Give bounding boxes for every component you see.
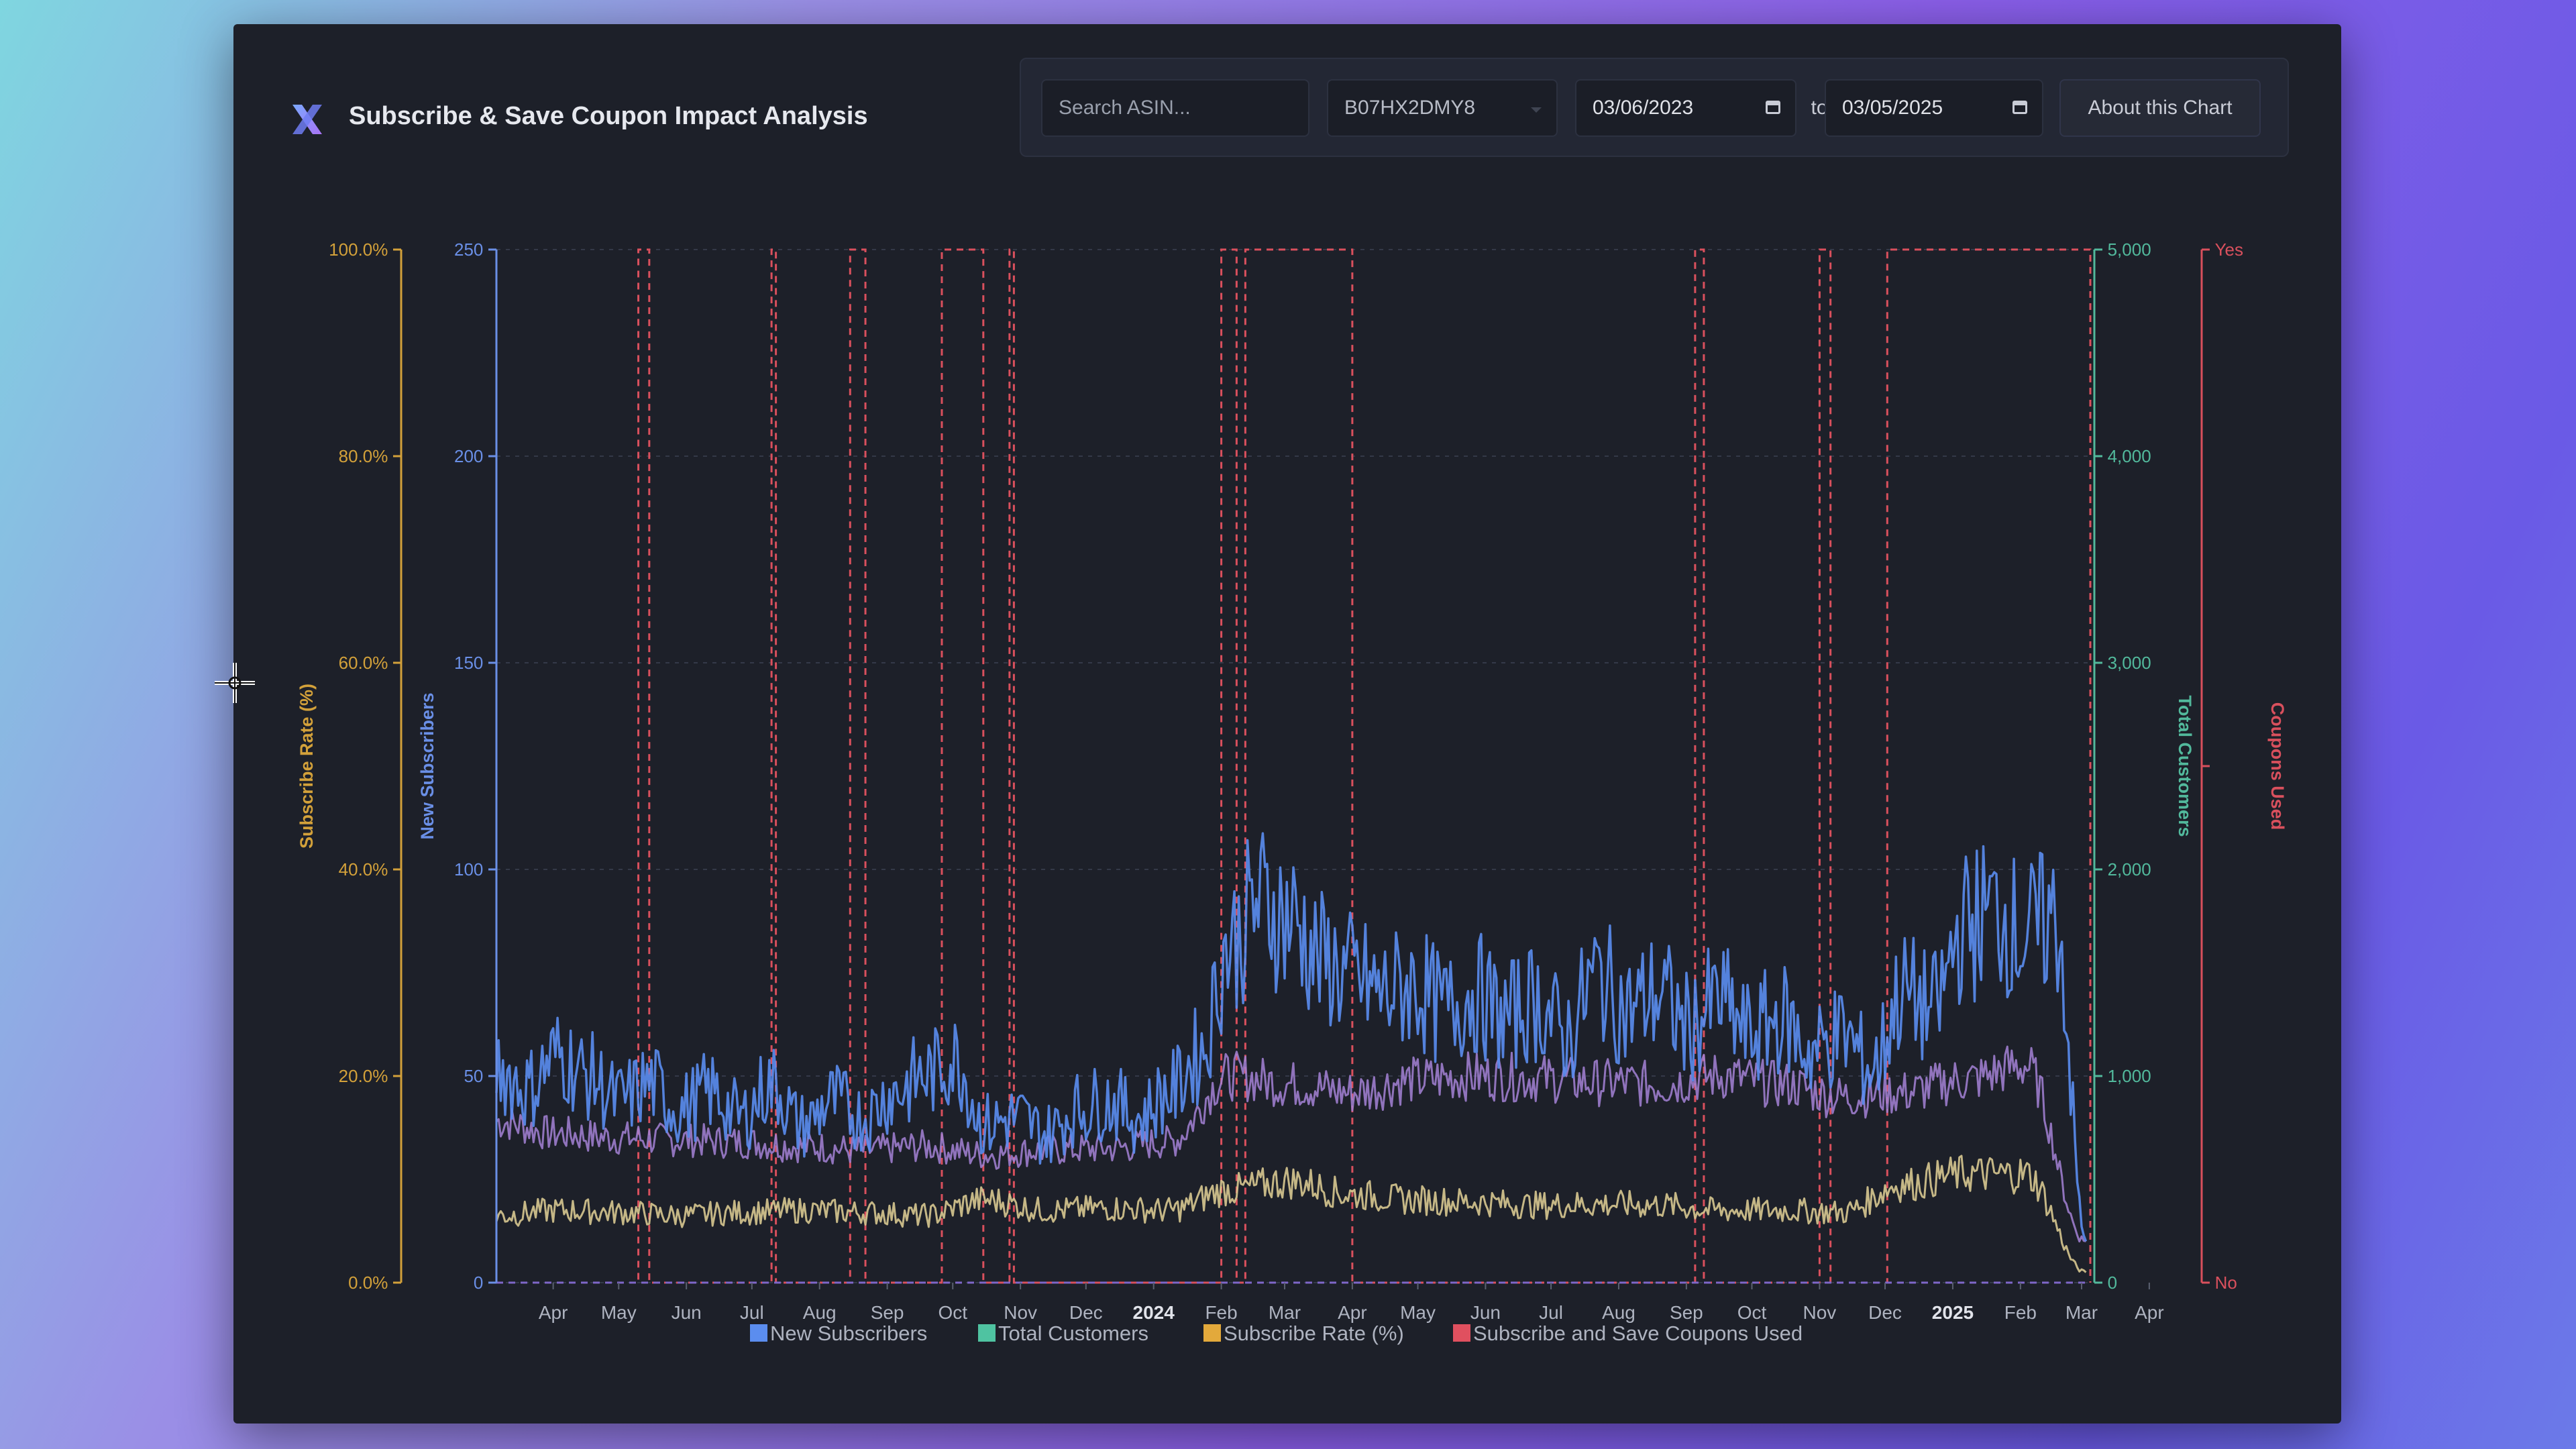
start-date-input[interactable]: 03/06/2023: [1575, 79, 1796, 137]
axis-tick-label: 60.0%: [339, 653, 388, 673]
x-tick-label: Jul: [740, 1302, 764, 1323]
x-tick-label: Feb: [2004, 1302, 2037, 1323]
axis-tick-label: 0: [474, 1273, 483, 1293]
page-title: Subscribe & Save Coupon Impact Analysis: [349, 102, 868, 130]
x-tick-label: Jul: [1539, 1302, 1563, 1323]
x-tick-label: Aug: [1602, 1302, 1635, 1323]
x-tick-label: Nov: [1803, 1302, 1837, 1323]
x-tick-label: Apr: [2135, 1302, 2164, 1323]
coupon-periods-line: [496, 248, 2092, 1284]
x-tick-label: Mar: [2065, 1302, 2098, 1323]
calendar-icon[interactable]: [2012, 101, 2027, 114]
end-date-input[interactable]: 03/05/2025: [1825, 79, 2043, 137]
axis-tick-label: 0: [2108, 1273, 2117, 1293]
series-line-total-customers: [495, 1045, 2086, 1243]
calendar-icon[interactable]: [1766, 101, 1780, 114]
x-tick-label: Feb: [1205, 1302, 1237, 1323]
legend-swatch: [750, 1324, 767, 1342]
x-tick-label: Jun: [672, 1302, 702, 1323]
x-tick-label: May: [601, 1302, 637, 1323]
axis-tick-label: 5,000: [2108, 239, 2151, 260]
start-date-value: 03/06/2023: [1593, 97, 1694, 119]
x-tick-label: Apr: [539, 1302, 568, 1323]
legend-swatch: [1203, 1324, 1221, 1342]
x-tick-label: 2025: [1932, 1302, 1974, 1323]
x-tick-label: Oct: [1737, 1302, 1767, 1323]
axis-title-new_subscribers: New Subscribers: [417, 692, 437, 839]
x-tick-label: Dec: [1868, 1302, 1902, 1323]
axis-tick-label: 0.0%: [348, 1273, 388, 1293]
x-tick-label: Nov: [1004, 1302, 1037, 1323]
toolbar: Search ASIN... B07HX2DMY8 03/06/2023 to …: [1020, 58, 2289, 157]
axis-tick-label: 20.0%: [339, 1066, 388, 1086]
legend-swatch: [978, 1324, 996, 1342]
dashboard-panel: [233, 24, 2341, 1424]
coupon-impact-chart: 0.0% 20.0% 40.0% 60.0% 80.0% 100.0% Subscribe …: [297, 239, 2288, 1345]
x-tick-label: Dec: [1069, 1302, 1103, 1323]
move-cursor-icon: [215, 663, 255, 703]
x-tick-label: Apr: [1338, 1302, 1367, 1323]
x-tick-label: 2024: [1133, 1302, 1175, 1323]
legend-entry: Total Customers: [998, 1322, 1148, 1345]
series-line-new-subscribers: [495, 832, 2088, 1242]
axis-tick-label: 4,000: [2108, 446, 2151, 466]
x-tick-label: Sep: [1670, 1302, 1703, 1323]
end-date-value: 03/05/2025: [1842, 97, 1943, 119]
about-chart-button[interactable]: About this Chart: [2059, 79, 2261, 137]
axis-tick-label: 150: [454, 653, 483, 673]
axis-tick-label: 40.0%: [339, 859, 388, 879]
legend-swatch: [1453, 1324, 1470, 1342]
axis-tick-label: No: [2215, 1273, 2237, 1293]
axis-tick-label: 2,000: [2108, 859, 2151, 879]
legend-entry: New Subscribers: [770, 1322, 927, 1345]
x-tick-label: Sep: [871, 1302, 904, 1323]
legend-entry: Subscribe Rate (%): [1224, 1322, 1404, 1345]
axis-title-subscribe_rate: Subscribe Rate (%): [297, 684, 317, 849]
axis-tick-label: 250: [454, 239, 483, 260]
x-tick-label: Jun: [1470, 1302, 1501, 1323]
x-tick-label: May: [1400, 1302, 1436, 1323]
x-tick-label: Aug: [803, 1302, 837, 1323]
x-tick-label: Oct: [938, 1302, 967, 1323]
search-input[interactable]: Search ASIN...: [1041, 79, 1309, 137]
x-tick-label: Mar: [1269, 1302, 1301, 1323]
series-line-subscribe-rate-: [495, 1155, 2087, 1273]
axis-tick-label: 3,000: [2108, 653, 2151, 673]
legend-entry: Subscribe and Save Coupons Used: [1473, 1322, 1803, 1345]
axis-tick-label: 1,000: [2108, 1066, 2151, 1086]
asin-value: B07HX2DMY8: [1344, 97, 1476, 119]
axis-tick-label: 100.0%: [329, 239, 388, 260]
axis-tick-label: 200: [454, 446, 483, 466]
axis-tick-label: 80.0%: [339, 446, 388, 466]
axis-title-coupons: Coupons Used: [2267, 702, 2288, 830]
axis-tick-label: 50: [464, 1066, 483, 1086]
axis-title-total_customers: Total Customers: [2175, 695, 2195, 837]
axis-tick-label: Yes: [2215, 239, 2243, 260]
x-logo-icon: [292, 105, 322, 134]
axis-tick-label: 100: [454, 859, 483, 879]
chevron-down-icon: [1531, 107, 1542, 113]
asin-select[interactable]: B07HX2DMY8: [1327, 79, 1558, 137]
